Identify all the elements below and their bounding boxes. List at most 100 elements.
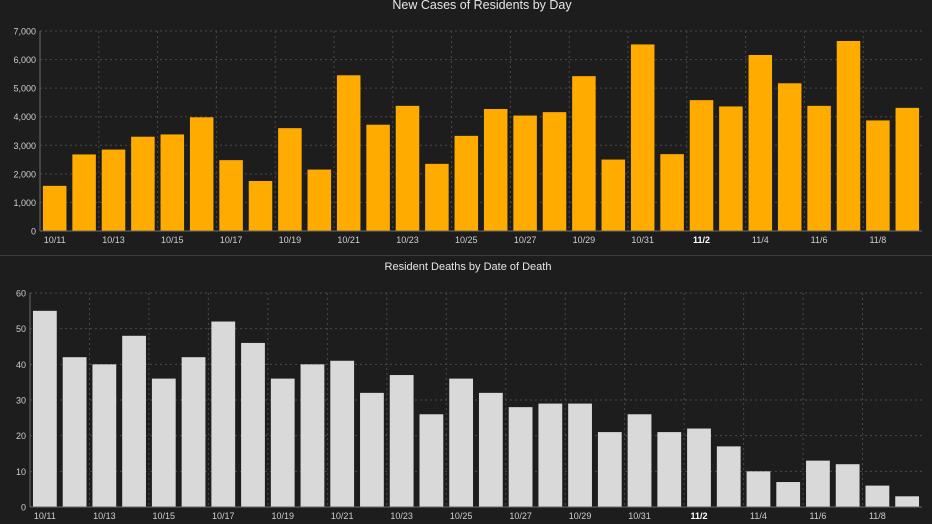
x-tick-label: 11/4	[752, 235, 769, 245]
bar-10-26	[483, 109, 508, 231]
y-tick-label: 1,000	[13, 198, 36, 208]
bar-11-1	[657, 432, 682, 507]
x-tick-label: 10/17	[212, 511, 235, 521]
bar-10-27	[508, 407, 533, 507]
bar-11-1	[660, 154, 684, 231]
bar-11-4	[746, 471, 771, 507]
bar-10-29	[568, 403, 592, 507]
y-tick-label: 40	[16, 360, 26, 370]
y-tick-label: 7,000	[13, 27, 36, 37]
bar-11-5	[776, 482, 801, 507]
chart-title: New Cases of Residents by Day	[392, 0, 572, 12]
x-tick-label: 10/31	[628, 511, 651, 521]
bar-10-26	[478, 392, 503, 507]
bar-10-30	[597, 432, 622, 507]
bar-10-15	[160, 134, 185, 231]
x-tick-label: 11/6	[810, 511, 827, 521]
y-tick-label: 0	[31, 227, 36, 237]
bar-10-13	[101, 149, 126, 231]
bar-11-2	[687, 428, 711, 507]
x-tick-label: 10/25	[455, 235, 478, 245]
bar-10-14	[122, 335, 146, 507]
bar-10-31	[630, 44, 655, 231]
x-tick-label: 11/8	[869, 511, 886, 521]
bar-10-13	[92, 364, 117, 507]
x-tick-label: 10/23	[396, 235, 419, 245]
x-tick-label: 11/2	[690, 511, 707, 521]
chart-title: Resident Deaths by Date of Death	[385, 261, 552, 273]
bar-10-29	[572, 76, 596, 232]
bar-11-4	[748, 55, 773, 231]
bar-10-21	[336, 75, 361, 232]
bar-11-8	[865, 485, 890, 507]
y-tick-label: 5,000	[13, 84, 36, 94]
x-tick-label: 11/4	[750, 511, 767, 521]
bar-10-18	[241, 342, 265, 507]
bar-10-28	[538, 403, 563, 507]
x-tick-label: 10/29	[569, 511, 592, 521]
bar-10-21	[330, 360, 355, 507]
x-tick-label: 11/6	[811, 235, 828, 245]
x-tick-label: 11/8	[869, 235, 886, 245]
bar-10-28	[542, 112, 567, 231]
resident-deaths-chart: Resident Deaths by Date of Death 0 10 20 30 4…	[16, 261, 922, 521]
x-tick-label: 10/19	[271, 511, 294, 521]
bar-10-16	[181, 357, 206, 507]
bar-10-25	[449, 378, 474, 507]
bar-10-17	[219, 160, 243, 231]
new-cases-chart: New Cases of Residents by Day 0 1,000 2,000…	[13, 0, 922, 245]
bar-11-2	[689, 100, 714, 232]
y-tick-label: 2,000	[13, 169, 36, 179]
y-tick-label: 0	[21, 503, 26, 513]
bar-10-23	[395, 105, 420, 231]
x-tick-label: 10/15	[153, 511, 176, 521]
bar-10-24	[425, 163, 449, 231]
bar-10-12	[62, 357, 87, 507]
bar-10-25	[454, 135, 479, 231]
bar-10-14	[131, 136, 155, 231]
bar-10-15	[151, 378, 176, 507]
bar-10-16	[189, 117, 214, 231]
y-tick-label: 10	[16, 467, 26, 477]
x-tick-label: 10/29	[573, 235, 596, 245]
bar-11-6	[807, 105, 831, 231]
bar-10-30	[601, 159, 626, 231]
x-tick-label: 10/27	[509, 511, 532, 521]
bar-10-12	[72, 154, 96, 231]
bar-11-6	[806, 460, 830, 507]
bar-10-11	[42, 185, 67, 231]
bar-11-9	[895, 107, 920, 231]
x-tick-label: 10/23	[390, 511, 413, 521]
bar-10-20	[307, 169, 332, 231]
bar-11-3	[719, 106, 743, 231]
y-tick-label: 20	[16, 431, 26, 441]
bar-10-22	[366, 124, 390, 231]
x-tick-label: 10/17	[220, 235, 243, 245]
bar-10-19	[278, 128, 302, 231]
x-tick-label: 10/11	[34, 511, 56, 521]
y-tick-label: 60	[16, 289, 26, 299]
x-tick-label: 10/11	[44, 235, 66, 245]
x-tick-label: 10/21	[337, 235, 360, 245]
bar-11-3	[716, 446, 741, 507]
bar-10-27	[513, 115, 537, 231]
x-tick-label: 11/2	[693, 235, 710, 245]
y-tick-label: 30	[16, 396, 26, 406]
x-tick-label: 10/13	[102, 235, 125, 245]
x-tick-label: 10/25	[450, 511, 473, 521]
y-tick-label: 4,000	[13, 112, 36, 122]
y-tick-label: 3,000	[13, 141, 36, 151]
x-tick-label: 10/31	[631, 235, 654, 245]
bar-11-9	[895, 496, 920, 507]
x-tick-label: 10/27	[514, 235, 537, 245]
x-tick-label: 10/13	[93, 511, 116, 521]
y-tick-label: 6,000	[13, 55, 36, 65]
bar-10-18	[248, 181, 273, 231]
bar-11-7	[835, 464, 860, 507]
y-tick-label: 50	[16, 324, 26, 334]
chart-divider	[0, 255, 932, 256]
bar-11-5	[777, 83, 802, 232]
bar-10-17	[211, 321, 236, 507]
x-tick-label: 10/21	[331, 511, 354, 521]
